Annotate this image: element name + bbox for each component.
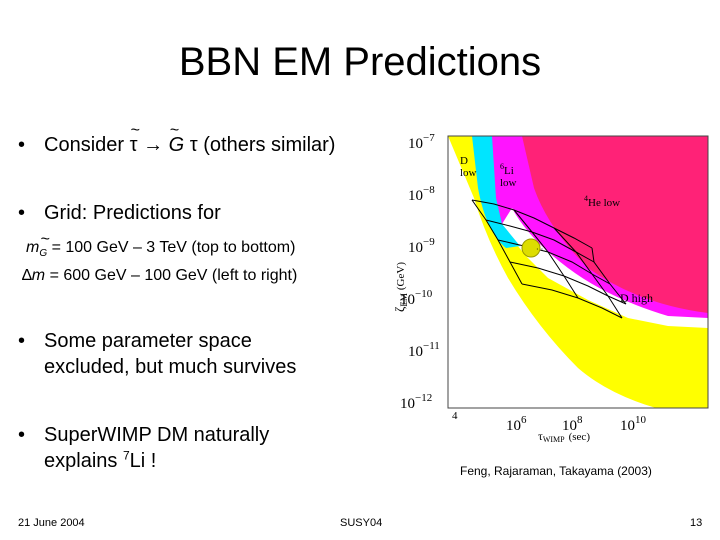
prediction-grid — [471, 199, 627, 319]
x-tick-label: 106 — [506, 414, 527, 434]
region-label-li6-low: 6Li — [500, 162, 514, 177]
delta-range-text: = 600 GeV – 100 GeV (left to right) — [49, 267, 298, 284]
grid-line — [497, 239, 611, 285]
figure-caption: Feng, Rajaraman, Takayama (2003) — [460, 464, 652, 478]
highlighted-grid-point — [521, 238, 541, 258]
plot-frame — [447, 135, 709, 409]
bullet-consider: • Consider τ → G τ (others similar) — [18, 118, 408, 158]
grid-delta-range: ∆m = 600 GeV – 100 GeV (left to right) — [22, 264, 402, 288]
bullet-dot: • — [18, 330, 26, 352]
x-tick-label: 108 — [562, 414, 583, 434]
region-label-d-low: low — [460, 167, 477, 179]
bullet-superwimp-line1: SuperWIMP DM naturally — [44, 424, 270, 446]
grid-line — [553, 227, 623, 319]
footer-date: 21 June 2004 — [18, 517, 85, 529]
grid-mass-range: mG = 100 GeV – 3 TeV (top to bottom) — [26, 228, 406, 266]
x-tick-label: 4 — [452, 410, 458, 422]
gravitino-subscript: G — [39, 228, 49, 266]
bullet-dot: • — [18, 424, 26, 446]
delta-mass-symbol: m — [31, 267, 46, 284]
y-tick-label: 10−9 — [408, 236, 435, 256]
page-number: 13 — [690, 517, 703, 529]
bullet-parameter-line1: Some parameter space — [44, 330, 252, 352]
bullet-superwimp-line2: explains 7Li ! — [44, 448, 398, 474]
grid-line — [471, 199, 593, 249]
bullet-superwimp: • SuperWIMP DM naturally explains 7Li ! — [18, 422, 398, 474]
arrow-symbol: → — [143, 134, 164, 156]
bullet-parameter-line2: excluded, but much survives — [44, 356, 297, 378]
grid-line — [513, 209, 579, 299]
region-label-d-low: D — [460, 155, 468, 167]
region-d-high — [448, 136, 708, 408]
footer-conference: SUSY04 — [340, 517, 383, 529]
grid-line — [509, 261, 627, 305]
region-label-li6-low: low — [500, 177, 517, 189]
bullet-grid-text: Grid: Predictions for — [44, 202, 221, 224]
x-axis-label: τWIMP (sec) — [538, 429, 590, 444]
delta-symbol: ∆ — [22, 267, 32, 284]
region-label-d-high: D high — [620, 291, 653, 305]
grid-line — [471, 199, 523, 285]
bullet-consider-suffix: (others similar) — [203, 134, 336, 156]
bullet-grid: • Grid: Predictions for — [18, 200, 398, 226]
grid-point-mark: · · — [536, 245, 543, 254]
tau-symbol: τ — [189, 134, 198, 156]
x-tick-label: 1010 — [620, 414, 647, 434]
gravitino-symbol: G — [169, 118, 185, 158]
mass-symbol: m — [26, 239, 40, 256]
region-he4-low — [522, 136, 708, 313]
region-label-he4-low: 4He low — [584, 194, 620, 209]
bullet-parameter-space: • Some parameter space excluded, but muc… — [18, 328, 398, 380]
lithium-superscript: 7 — [122, 448, 130, 463]
grid-line — [591, 247, 627, 305]
stau-symbol: τ — [130, 118, 140, 158]
slide-title: BBN EM Predictions — [178, 40, 542, 84]
bullet-consider-prefix: Consider — [44, 134, 125, 156]
bbn-constraint-plot: · · 10−7 10−8 10−9 10−10 10−11 10−12 ζEM… — [392, 132, 709, 444]
bullet-dot: • — [18, 134, 26, 156]
grid-line — [485, 219, 595, 263]
y-tick-label: 10−7 — [408, 132, 435, 152]
y-tick-label: 10−10 — [400, 288, 433, 308]
bullet-dot: • — [18, 202, 26, 224]
y-tick-label: 10−8 — [408, 184, 435, 204]
explains-text: explains — [44, 450, 118, 472]
y-tick-label: 10−12 — [400, 392, 432, 412]
y-axis-label: ζEM(GeV) — [392, 262, 409, 312]
lithium-text: Li ! — [129, 450, 157, 472]
mass-range-text: = 100 GeV – 3 TeV (top to bottom) — [51, 239, 296, 256]
y-tick-label: 10−11 — [408, 340, 440, 360]
